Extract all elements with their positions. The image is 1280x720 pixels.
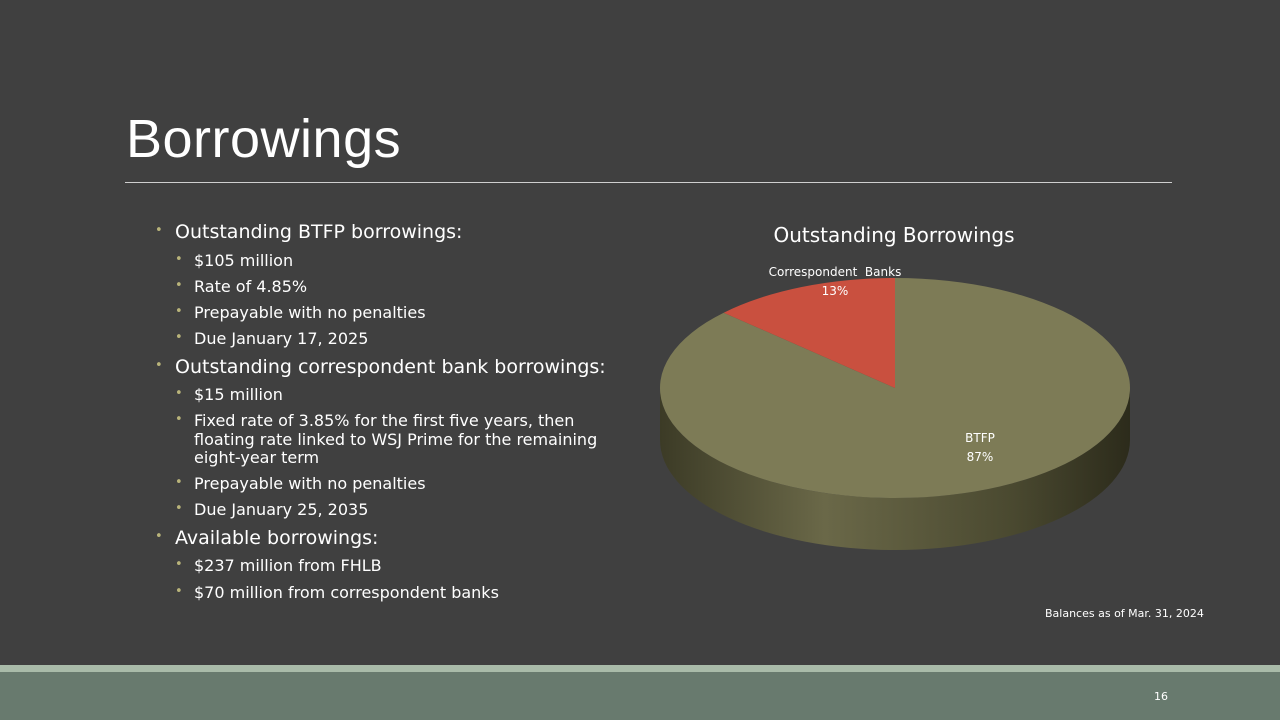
chart-title: Outstanding Borrowings bbox=[773, 223, 1015, 247]
bullet-dot-icon: • bbox=[155, 223, 163, 238]
bullet-text: Outstanding BTFP borrowings: bbox=[175, 221, 463, 243]
sub-bullet-item: • Prepayable with no penalties bbox=[155, 304, 625, 322]
bullet-text: Rate of 4.85% bbox=[194, 276, 308, 296]
slice-name-correspondent: Correspondent Banks bbox=[768, 265, 902, 279]
title-divider bbox=[125, 182, 1172, 183]
balances-note: Balances as of Mar. 31, 2024 bbox=[1045, 607, 1204, 620]
bullet-dot-icon: • bbox=[175, 583, 183, 599]
bullet-text: Outstanding correspondent bank borrowing… bbox=[175, 355, 606, 378]
slice-value-btfp: 87% bbox=[966, 449, 994, 464]
bullet-text: $237 million from FHLB bbox=[194, 556, 382, 576]
sub-bullet-item: • $15 million bbox=[155, 386, 625, 404]
sub-bullet-item: • Rate of 4.85% bbox=[155, 276, 625, 296]
pie-slice-correspondent bbox=[723, 278, 895, 388]
sub-bullet-item: • Prepayable with no penalties bbox=[155, 475, 625, 493]
bullet-item: • Outstanding correspondent bank borrowin… bbox=[155, 355, 625, 379]
pie-side-wall bbox=[660, 388, 1130, 550]
pie-chart: Outstanding Borrowings Correspondent Ban… bbox=[640, 215, 1160, 575]
slice-value-correspondent: 13% bbox=[821, 283, 849, 298]
bullet-dot-icon: • bbox=[175, 304, 183, 320]
page-number: 16 bbox=[1154, 690, 1168, 703]
bullet-text: Prepayable with no penalties bbox=[194, 474, 426, 494]
sub-bullet-item: • Fixed rate of 3.85% for the first five … bbox=[155, 412, 625, 467]
sub-bullet-item: • $70 million from correspondent banks bbox=[155, 582, 625, 602]
bullet-dot-icon: • bbox=[175, 557, 183, 573]
bullet-text: $70 million from correspondent banks bbox=[194, 582, 499, 602]
pie-chart-svg bbox=[660, 278, 1130, 550]
footer-bar: 16 bbox=[0, 672, 1280, 720]
sub-bullet-item: • $105 million bbox=[155, 250, 625, 270]
bullet-dot-icon: • bbox=[175, 251, 183, 267]
bullet-dot-icon: • bbox=[175, 330, 183, 346]
bullet-dot-icon: • bbox=[175, 501, 183, 517]
bullet-dot-icon: • bbox=[175, 277, 183, 293]
bullet-text: Due January 17, 2025 bbox=[194, 329, 369, 349]
sub-bullet-item: • $237 million from FHLB bbox=[155, 557, 625, 575]
bullet-text: Prepayable with no penalties bbox=[194, 303, 426, 323]
bullet-dot-icon: • bbox=[175, 475, 183, 491]
bullet-item: • Available borrowings: bbox=[155, 526, 625, 550]
bullet-text: $15 million bbox=[194, 385, 283, 405]
slice-label-correspondent: Correspondent Banks 13% bbox=[760, 263, 910, 300]
footer-accent-band bbox=[0, 665, 1280, 672]
bullet-text: Due January 25, 2035 bbox=[194, 500, 369, 520]
slice-name-btfp: BTFP bbox=[965, 431, 995, 445]
bullet-text: Available borrowings: bbox=[175, 526, 379, 549]
bullet-text: $105 million bbox=[194, 250, 294, 270]
bullet-dot-icon: • bbox=[175, 412, 183, 428]
bullet-item: • Outstanding BTFP borrowings: bbox=[155, 221, 625, 244]
sub-bullet-item: • Due January 17, 2025 bbox=[155, 330, 625, 348]
slide-title: Borrowings bbox=[126, 109, 402, 169]
bullet-dot-icon: • bbox=[175, 386, 183, 402]
bullet-text: Fixed rate of 3.85% for the first five y… bbox=[194, 411, 598, 467]
bullet-dot-icon: • bbox=[155, 528, 163, 544]
bullet-list: • Outstanding BTFP borrowings: • $105 milli… bbox=[155, 218, 625, 610]
bullet-dot-icon: • bbox=[155, 357, 163, 373]
sub-bullet-item: • Due January 25, 2035 bbox=[155, 501, 625, 519]
slice-label-btfp: BTFP 87% bbox=[940, 429, 1020, 466]
